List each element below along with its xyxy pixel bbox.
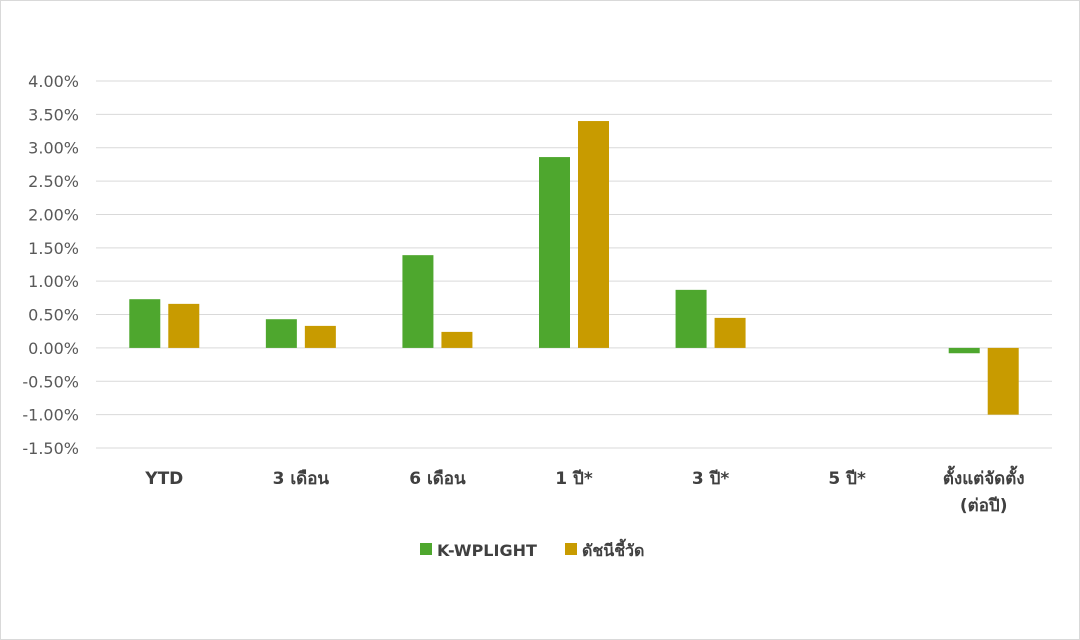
- bar-benchmark: [578, 121, 609, 348]
- x-tick-label: ตั้งแต่จัดตั้ง(ต่อปี): [943, 465, 1025, 516]
- x-tick-label: 1 ปี*: [555, 468, 593, 489]
- bars: [129, 121, 1019, 415]
- bar-k-wplight: [948, 347, 980, 354]
- y-tick-label: 1.50%: [28, 239, 79, 258]
- gridlines: [96, 80, 1052, 449]
- y-tick-label: 2.50%: [28, 172, 79, 191]
- bar-k-wplight: [402, 255, 434, 348]
- legend: K-WPLIGHT ดัชนีชี้วัด: [420, 538, 644, 560]
- x-tick-label: 5 ปี*: [828, 468, 866, 489]
- bar-benchmark: [304, 325, 336, 348]
- bar-k-wplight: [539, 157, 570, 348]
- y-tick-label: -1.00%: [22, 406, 79, 425]
- y-tick-label: 0.50%: [28, 306, 79, 325]
- bar-benchmark: [441, 331, 473, 348]
- legend-swatch: [420, 543, 432, 555]
- bar-benchmark: [987, 347, 1019, 415]
- x-tick-label: 6 เดือน: [409, 468, 466, 489]
- bar-k-wplight: [265, 319, 297, 348]
- legend-label: K-WPLIGHT: [437, 541, 537, 560]
- x-tick-label: 3 เดือน: [273, 468, 330, 489]
- legend-label: ดัชนีชี้วัด: [582, 538, 644, 560]
- x-tick-label: 3 ปี*: [692, 468, 730, 489]
- y-tick-label: 3.50%: [28, 105, 79, 124]
- x-tick-label: YTD: [144, 469, 183, 489]
- y-tick-label: 2.00%: [28, 205, 79, 224]
- y-tick-label: 3.00%: [28, 139, 79, 158]
- legend-swatch: [565, 543, 577, 555]
- bar-k-wplight: [675, 289, 707, 348]
- y-axis-ticks: -1.50% -1.00% -0.50% 0.00% 0.50% 1.00% 1.50% 2.…: [22, 72, 79, 458]
- x-axis-ticks: YTD 3 เดือน 6 เดือน 1 ปี* 3 ปี* 5 ปี* ตั้งแต่จ…: [144, 465, 1024, 516]
- bar-k-wplight: [129, 299, 161, 348]
- legend-item-benchmark: ดัชนีชี้วัด: [565, 538, 644, 560]
- y-tick-label: 0.00%: [28, 339, 79, 358]
- y-tick-label: -1.50%: [22, 439, 79, 458]
- y-tick-label: 1.00%: [28, 272, 79, 291]
- legend-item-k-wplight: K-WPLIGHT: [420, 541, 537, 560]
- y-tick-label: -0.50%: [22, 372, 79, 391]
- bar-benchmark: [168, 303, 200, 348]
- bar-benchmark: [714, 317, 746, 348]
- y-tick-label: 4.00%: [28, 72, 79, 91]
